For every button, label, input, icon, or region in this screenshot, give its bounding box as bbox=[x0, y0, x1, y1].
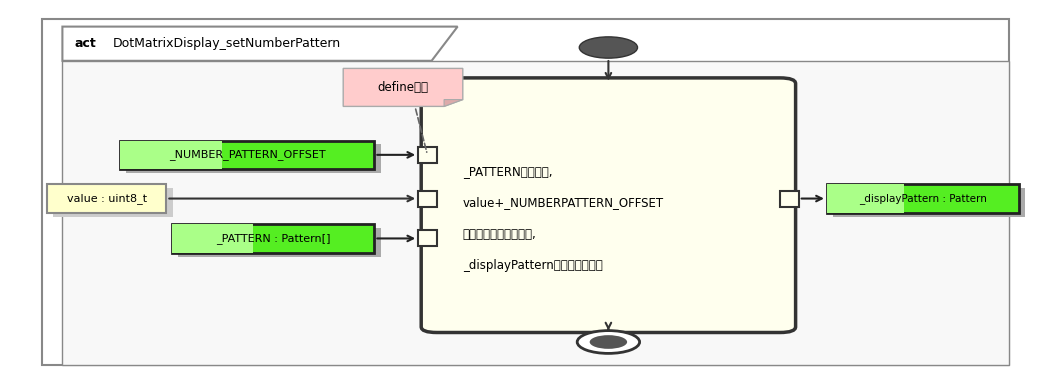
FancyBboxPatch shape bbox=[780, 191, 799, 207]
Circle shape bbox=[579, 37, 638, 58]
FancyBboxPatch shape bbox=[120, 141, 374, 169]
Polygon shape bbox=[62, 27, 458, 61]
Text: 番目のパターンを得て,: 番目のパターンを得て, bbox=[463, 228, 537, 241]
FancyBboxPatch shape bbox=[62, 61, 1009, 365]
Text: value : uint8_t: value : uint8_t bbox=[67, 193, 147, 204]
Polygon shape bbox=[444, 100, 463, 106]
FancyBboxPatch shape bbox=[126, 144, 381, 173]
FancyBboxPatch shape bbox=[53, 188, 173, 217]
Text: _PATTERN定数より,: _PATTERN定数より, bbox=[463, 165, 552, 178]
Polygon shape bbox=[343, 68, 463, 106]
FancyBboxPatch shape bbox=[178, 228, 381, 256]
FancyBboxPatch shape bbox=[120, 141, 222, 169]
FancyBboxPatch shape bbox=[418, 230, 437, 247]
FancyBboxPatch shape bbox=[833, 188, 1025, 217]
FancyBboxPatch shape bbox=[172, 224, 374, 253]
FancyBboxPatch shape bbox=[443, 87, 786, 331]
Text: define定数: define定数 bbox=[378, 81, 428, 94]
FancyBboxPatch shape bbox=[47, 184, 166, 213]
FancyBboxPatch shape bbox=[827, 184, 904, 213]
FancyBboxPatch shape bbox=[42, 19, 1009, 365]
Circle shape bbox=[590, 335, 627, 349]
Text: _displayPattern : Pattern: _displayPattern : Pattern bbox=[859, 193, 987, 204]
Text: _displayPatternとして記憶する: _displayPatternとして記憶する bbox=[463, 260, 602, 272]
Circle shape bbox=[577, 331, 640, 353]
FancyBboxPatch shape bbox=[421, 78, 796, 332]
FancyBboxPatch shape bbox=[418, 191, 437, 207]
Text: DotMatrixDisplay_setNumberPattern: DotMatrixDisplay_setNumberPattern bbox=[112, 37, 340, 50]
Text: act: act bbox=[75, 37, 97, 50]
FancyBboxPatch shape bbox=[827, 184, 1019, 213]
Text: _PATTERN : Pattern[]: _PATTERN : Pattern[] bbox=[215, 233, 331, 244]
FancyBboxPatch shape bbox=[172, 224, 253, 253]
Text: _NUMBER_PATTERN_OFFSET: _NUMBER_PATTERN_OFFSET bbox=[168, 149, 326, 160]
Text: value+_NUMBERPATTERN_OFFSET: value+_NUMBERPATTERN_OFFSET bbox=[463, 196, 664, 209]
FancyBboxPatch shape bbox=[418, 147, 437, 163]
